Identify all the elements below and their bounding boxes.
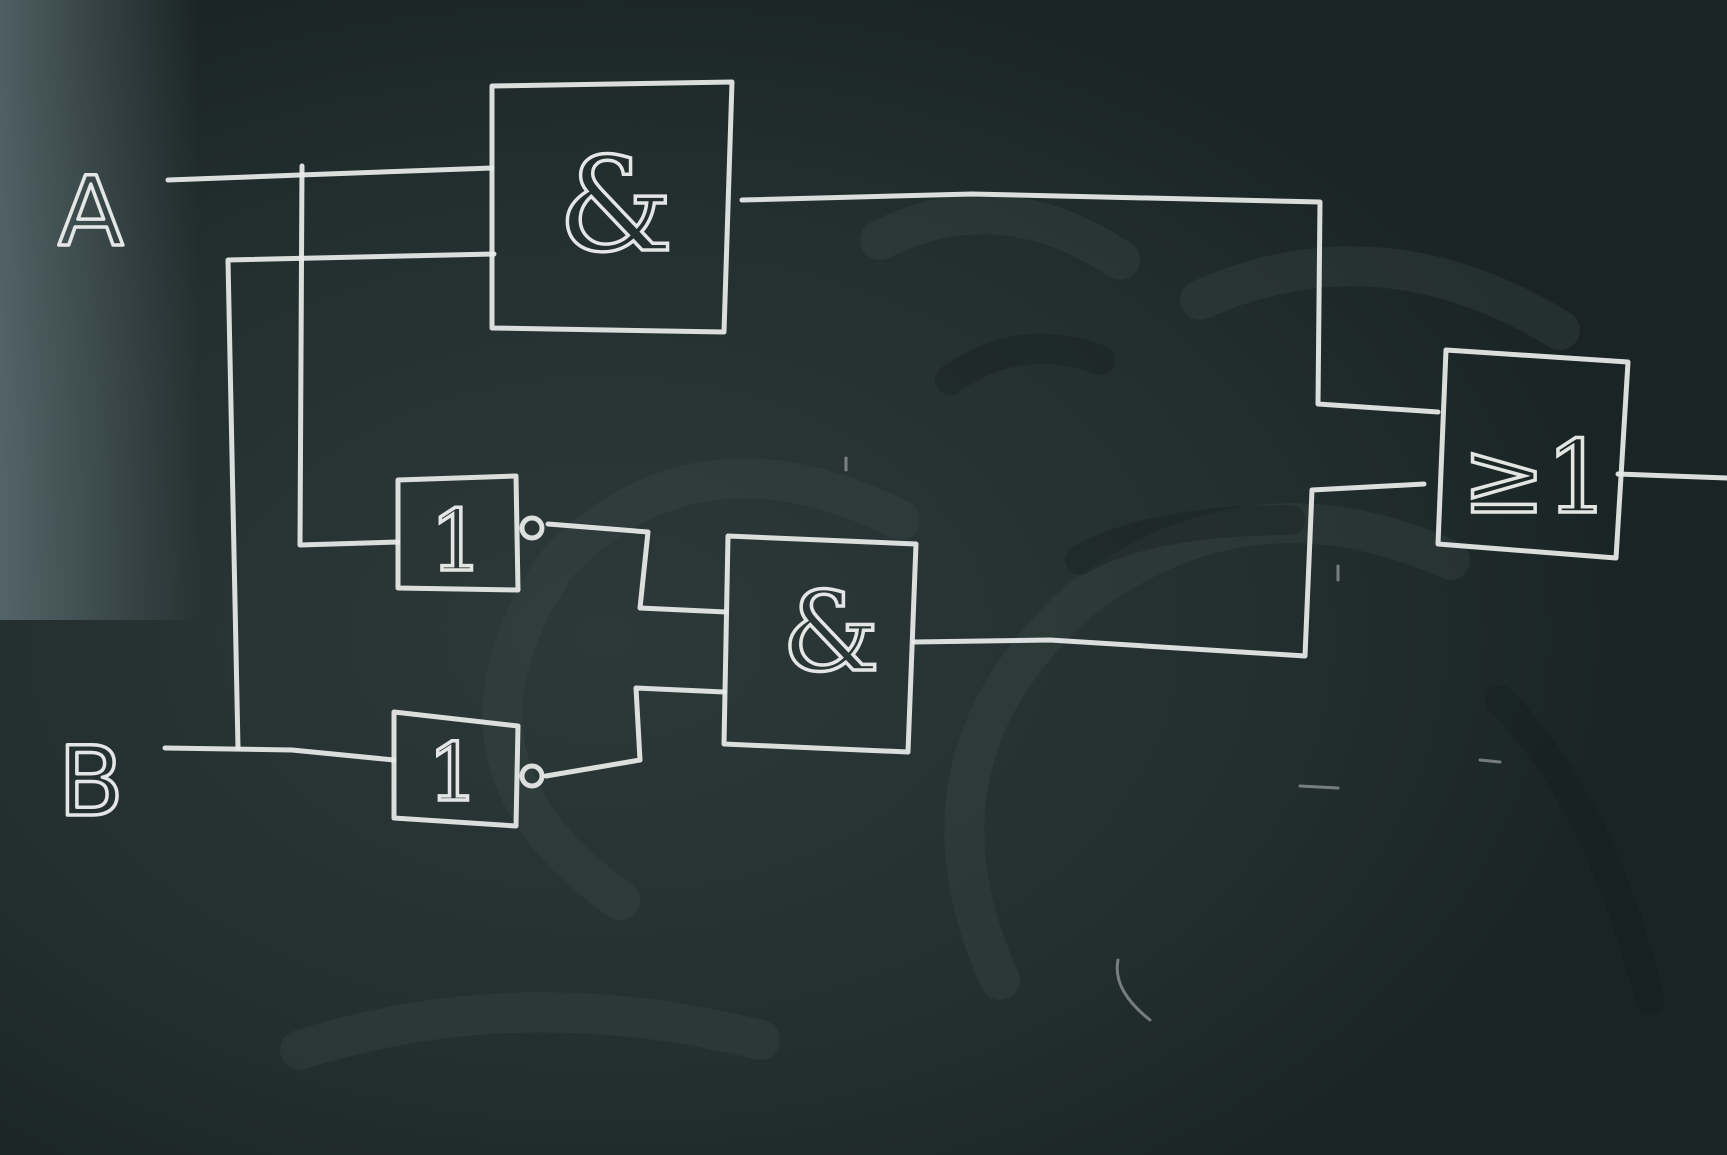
and-gate-top: & bbox=[489, 79, 735, 335]
not-gate-b-symbol: 1 bbox=[428, 726, 479, 819]
or-gate-box bbox=[1435, 347, 1631, 561]
not-gate-a-bubble bbox=[519, 515, 545, 541]
input-b-label: B bbox=[58, 726, 124, 838]
input-a-label: A bbox=[58, 156, 124, 268]
wires bbox=[162, 163, 1727, 779]
wire-or-output bbox=[1615, 471, 1727, 481]
not-gate-a: 1 bbox=[395, 473, 545, 593]
wire-and-top-to-or bbox=[739, 191, 1441, 415]
eraser-smudges bbox=[280, 194, 1580, 1070]
not-gate-a-symbol: 1 bbox=[430, 492, 483, 590]
stray-chalk-marks bbox=[844, 456, 1502, 1022]
or-gate-symbol: ≥1 bbox=[1462, 419, 1609, 536]
and-gate-top-symbol: & bbox=[558, 129, 674, 281]
board-glare bbox=[0, 0, 200, 620]
not-gate-b-box bbox=[391, 709, 521, 829]
and-gate-middle: & bbox=[721, 533, 919, 755]
wire-and-mid-to-or bbox=[911, 481, 1427, 659]
not-gate-a-box bbox=[395, 473, 521, 593]
or-gate: ≥1 bbox=[1435, 347, 1631, 561]
and-gate-middle-symbol: & bbox=[782, 568, 880, 696]
wire-not-b-to-and-mid bbox=[543, 685, 727, 779]
eraser-smudges-dark bbox=[935, 333, 1665, 1015]
wire-not-a-to-and-mid bbox=[545, 521, 729, 615]
wire-a-to-not-a bbox=[297, 163, 401, 548]
not-gate-b: 1 bbox=[391, 709, 545, 829]
and-gate-top-box bbox=[489, 79, 735, 335]
not-gate-b-bubble bbox=[519, 763, 545, 789]
wire-b-to-not-b bbox=[162, 745, 397, 763]
wire-b-to-and-top bbox=[225, 251, 497, 751]
and-gate-middle-box bbox=[721, 533, 919, 755]
